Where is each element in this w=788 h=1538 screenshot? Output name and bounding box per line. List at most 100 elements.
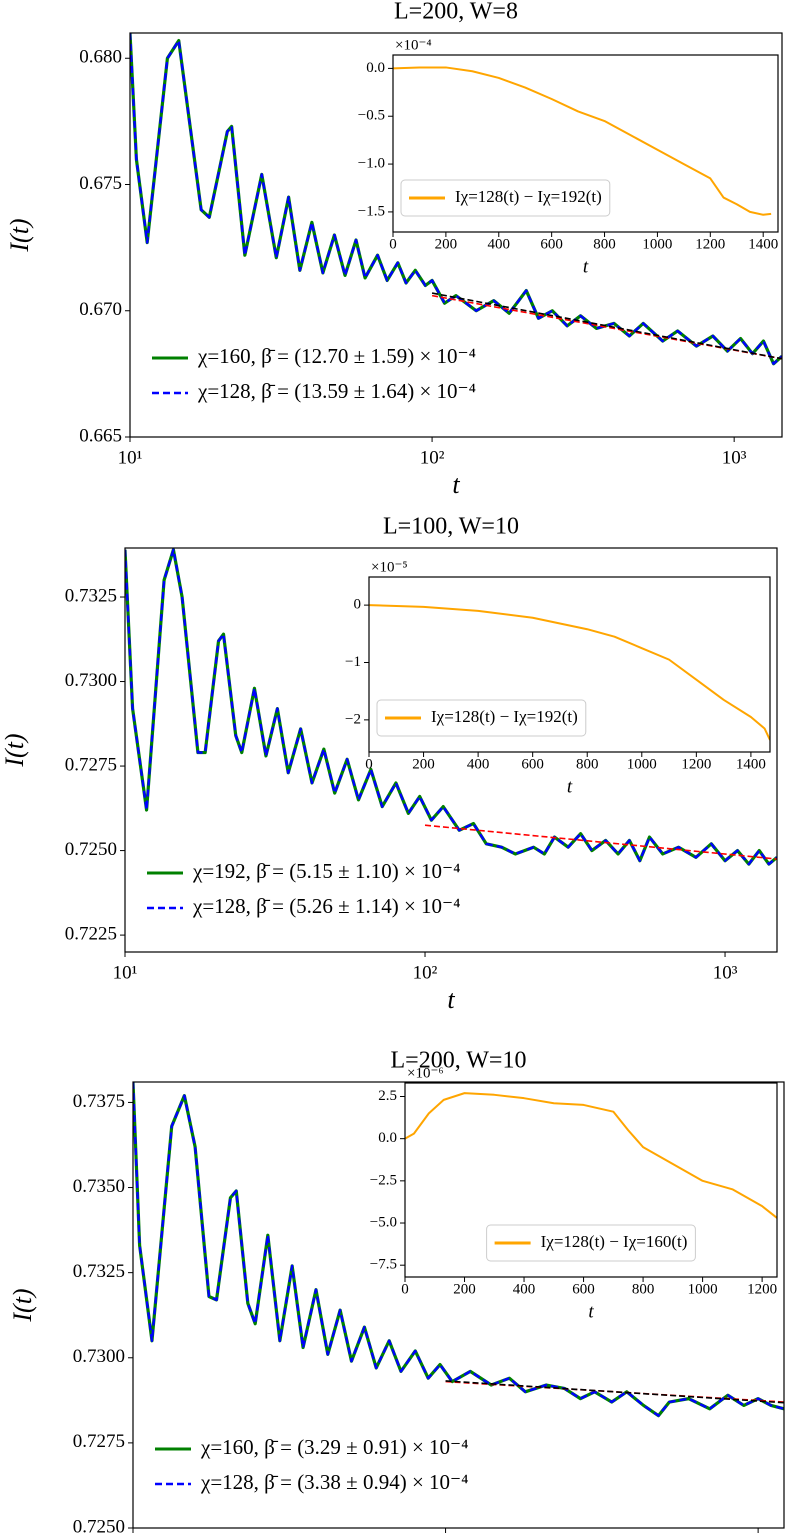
legend-frame	[400, 179, 611, 217]
legend-entry: χ=192, β̄ = (5.15 ± 1.10) × 10⁻⁴	[147, 859, 460, 883]
legend-entry: χ=128, β̄ = (3.38 ± 0.94) × 10⁻⁴	[155, 1470, 468, 1494]
data-line	[369, 604, 770, 741]
axes-frame	[129, 32, 783, 438]
axes-frame	[368, 576, 771, 753]
y-tick-label: 0.7250	[65, 839, 117, 860]
x-axis-label: t	[567, 776, 573, 797]
y-tick-label: 0.7350	[73, 1176, 125, 1197]
x-tick-label: 800	[632, 1281, 655, 1297]
x-tick-label: 1000	[688, 1281, 718, 1297]
legend-label: χ=128, β̄ = (5.26 ± 1.14) × 10⁻⁴	[192, 894, 460, 918]
offset-text: ×10⁻⁶	[407, 1065, 444, 1081]
data-line	[130, 33, 782, 365]
legend-entry: χ=128, β̄ = (13.59 ± 1.64) × 10⁻⁴	[152, 379, 476, 403]
plot-area	[130, 33, 782, 366]
x-tick-label: 10²	[413, 962, 438, 983]
x-tick-label: 1400	[748, 236, 778, 252]
axes-frame	[392, 54, 779, 233]
x-tick-label: 1200	[747, 1281, 777, 1297]
x-axis-label: t	[583, 256, 589, 277]
y-axis-label: I(t)	[5, 218, 34, 252]
x-tick-label: 1400	[736, 756, 766, 772]
y-tick-label: −2	[345, 711, 361, 727]
legend-label: χ=160, β̄ = (3.29 ± 0.91) × 10⁻⁴	[200, 1435, 468, 1459]
x-axis-label: t	[447, 985, 455, 1014]
chart-title: L=200, W=10	[391, 1048, 527, 1074]
x-tick-label: 10³	[713, 962, 738, 983]
fit-line	[445, 1380, 784, 1404]
offset-text: ×10⁻⁴	[395, 37, 432, 53]
x-tick-label: 800	[576, 756, 599, 772]
x-tick-label: 1200	[681, 756, 711, 772]
x-tick-label: 10²	[420, 447, 445, 468]
legend-label: χ=192, β̄ = (5.15 ± 1.10) × 10⁻⁴	[192, 859, 460, 883]
legend-label: Iχ=128(t) − Iχ=192(t)	[431, 707, 578, 726]
y-axis-label: I(t)	[8, 1288, 37, 1322]
x-tick-label: 200	[435, 236, 458, 252]
x-axis-label: t	[452, 470, 460, 499]
legend-label: Iχ=128(t) − Iχ=160(t)	[541, 1232, 688, 1251]
x-tick-label: 1000	[642, 236, 672, 252]
x-tick-label: 400	[488, 236, 511, 252]
y-tick-label: 0.7225	[65, 923, 117, 944]
y-tick-label: −0.5	[358, 108, 385, 124]
y-tick-label: 0.680	[79, 47, 122, 68]
y-axis-label: I(t)	[0, 733, 29, 767]
fit-line	[431, 294, 782, 360]
legend-frame	[486, 1224, 696, 1262]
axes-frame	[132, 1081, 785, 1529]
data-line	[405, 1092, 777, 1219]
y-tick-label: −5.0	[370, 1214, 397, 1230]
legend-label: Iχ=128(t) − Iχ=192(t)	[455, 187, 602, 206]
legend-entry: χ=160, β̄ = (12.70 ± 1.59) × 10⁻⁴	[152, 344, 476, 368]
x-tick-label: 10¹	[118, 447, 143, 468]
plot-area	[405, 1092, 777, 1219]
y-tick-label: 0	[354, 597, 362, 613]
plot-area	[393, 66, 772, 216]
legend-label: χ=128, β̄ = (3.38 ± 0.94) × 10⁻⁴	[200, 1470, 468, 1494]
y-tick-label: −1.0	[358, 156, 385, 172]
axes-frame	[124, 547, 778, 953]
y-tick-label: 0.0	[378, 1130, 397, 1146]
y-tick-label: −2.5	[370, 1172, 397, 1188]
legend-label: χ=128, β̄ = (13.59 ± 1.64) × 10⁻⁴	[197, 379, 476, 403]
x-tick-label: 600	[572, 1281, 595, 1297]
axes-frame	[404, 1082, 778, 1278]
fit-line	[431, 292, 782, 360]
x-tick-label: 1000	[627, 756, 657, 772]
x-tick-label: 1200	[695, 236, 725, 252]
y-tick-label: 0.7250	[73, 1516, 125, 1537]
x-tick-label: 10³	[722, 447, 747, 468]
legend-frame	[376, 699, 587, 737]
x-tick-label: 600	[521, 756, 544, 772]
y-tick-label: −1.5	[358, 203, 385, 219]
x-tick-label: 400	[513, 1281, 536, 1297]
y-tick-label: 0.7275	[65, 754, 117, 775]
chart-title: L=200, W=8	[394, 0, 518, 25]
offset-text: ×10⁻⁵	[371, 559, 408, 575]
y-tick-label: 0.0	[366, 60, 385, 76]
x-tick-label: 0	[365, 756, 373, 772]
x-tick-label: 800	[593, 236, 616, 252]
plot-area	[125, 548, 777, 866]
x-tick-label: 200	[453, 1281, 476, 1297]
plot-area	[133, 1082, 784, 1418]
y-tick-label: 0.665	[79, 425, 122, 446]
legend-entry: Iχ=128(t) − Iχ=160(t)	[486, 1224, 696, 1262]
legend-label: χ=160, β̄ = (12.70 ± 1.59) × 10⁻⁴	[197, 344, 476, 368]
x-axis-label: t	[588, 1301, 594, 1322]
data-line	[125, 548, 777, 866]
x-tick-label: 0	[389, 236, 397, 252]
y-tick-label: 0.7375	[73, 1091, 125, 1112]
fit-line	[424, 824, 777, 860]
chart-title: L=100, W=10	[383, 514, 519, 540]
x-tick-label: 600	[540, 236, 563, 252]
legend-entry: χ=160, β̄ = (3.29 ± 0.91) × 10⁻⁴	[155, 1435, 468, 1459]
y-tick-label: 0.7325	[65, 585, 117, 606]
x-tick-label: 10¹	[113, 962, 138, 983]
legend-entry: χ=128, β̄ = (5.26 ± 1.14) × 10⁻⁴	[147, 894, 460, 918]
y-tick-label: 2.5	[378, 1088, 397, 1104]
y-tick-label: 0.670	[79, 299, 122, 320]
